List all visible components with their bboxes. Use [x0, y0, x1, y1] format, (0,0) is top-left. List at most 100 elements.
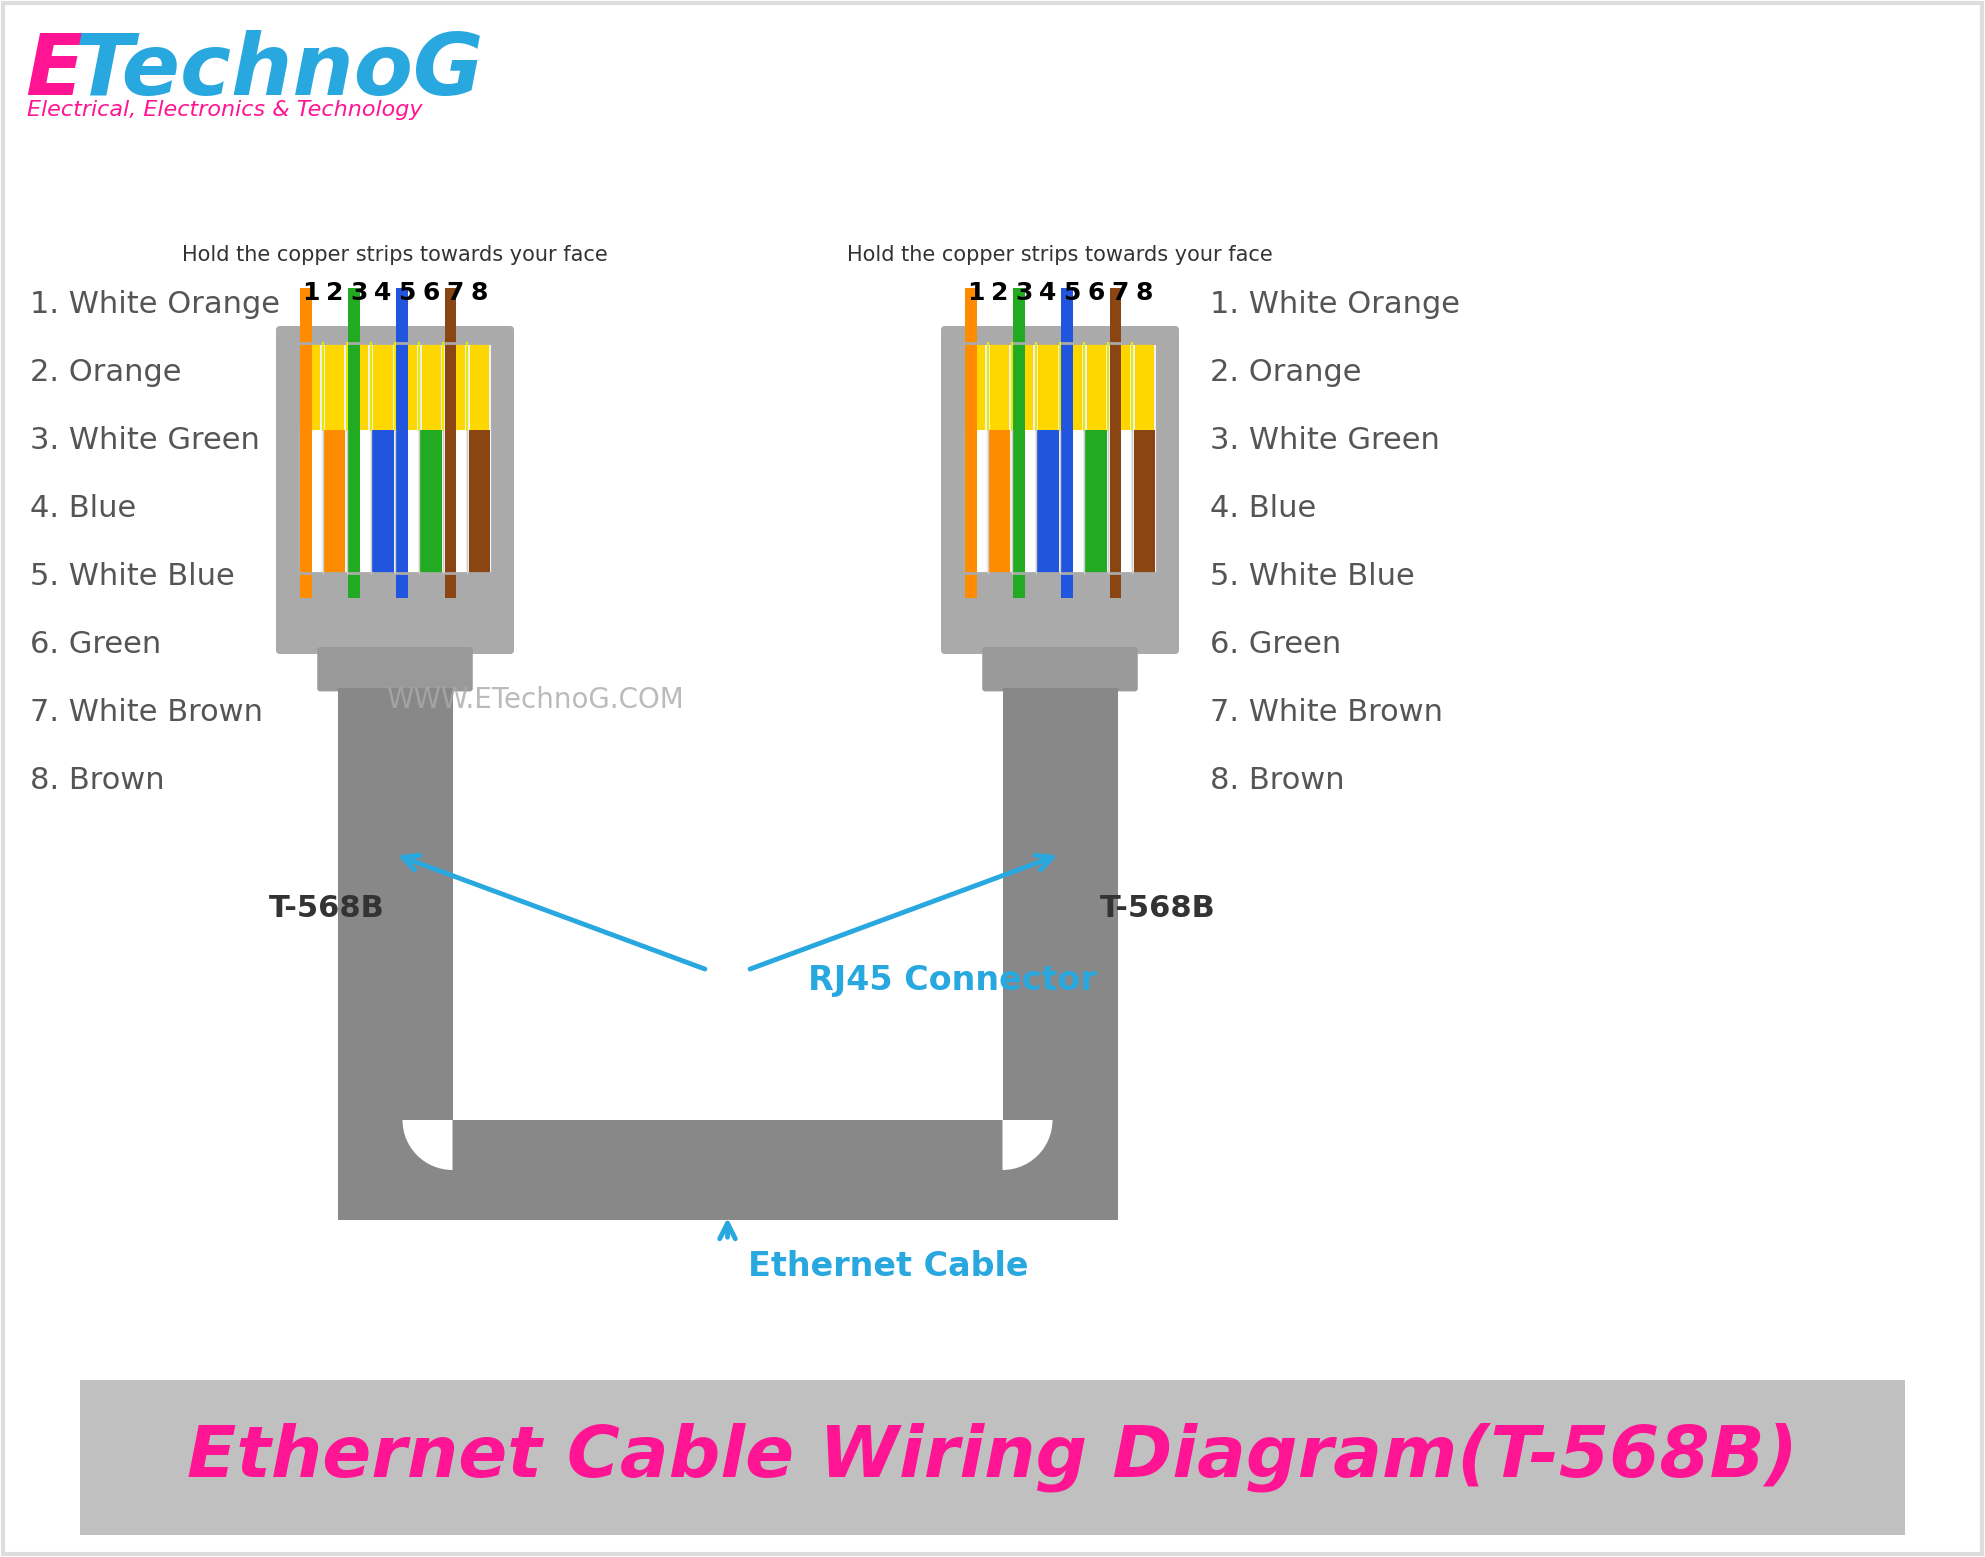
- Polygon shape: [965, 575, 977, 587]
- Polygon shape: [300, 526, 312, 539]
- Polygon shape: [1062, 335, 1074, 347]
- Text: 2. Orange: 2. Orange: [30, 358, 181, 388]
- Bar: [300, 430, 322, 573]
- Bar: [337, 688, 453, 864]
- Polygon shape: [397, 587, 409, 598]
- Polygon shape: [965, 419, 977, 431]
- Text: 4: 4: [375, 280, 391, 305]
- Polygon shape: [965, 526, 977, 539]
- Bar: [337, 864, 453, 1119]
- Polygon shape: [397, 478, 409, 490]
- Polygon shape: [1012, 383, 1024, 395]
- Polygon shape: [347, 347, 359, 360]
- Polygon shape: [445, 419, 457, 431]
- Polygon shape: [1012, 515, 1024, 526]
- Bar: [1002, 688, 1118, 864]
- Polygon shape: [347, 335, 359, 347]
- Polygon shape: [397, 455, 409, 467]
- Polygon shape: [1062, 324, 1074, 335]
- Polygon shape: [347, 551, 359, 562]
- Text: Hold the copper strips towards your face: Hold the copper strips towards your face: [848, 244, 1272, 265]
- Bar: [371, 430, 393, 573]
- Polygon shape: [347, 324, 359, 335]
- Polygon shape: [1062, 288, 1074, 299]
- Bar: [302, 343, 320, 430]
- Polygon shape: [1062, 395, 1074, 406]
- Polygon shape: [300, 324, 312, 335]
- Polygon shape: [397, 335, 409, 347]
- Polygon shape: [965, 371, 977, 383]
- Polygon shape: [397, 360, 409, 371]
- Polygon shape: [1012, 431, 1024, 442]
- Bar: [421, 430, 443, 573]
- Polygon shape: [1062, 503, 1074, 515]
- Polygon shape: [347, 419, 359, 431]
- Polygon shape: [1062, 587, 1074, 598]
- Polygon shape: [347, 383, 359, 395]
- Polygon shape: [347, 562, 359, 575]
- Bar: [1086, 430, 1108, 573]
- Polygon shape: [445, 311, 457, 324]
- Wedge shape: [1002, 1119, 1052, 1169]
- Polygon shape: [965, 288, 977, 299]
- Polygon shape: [445, 395, 457, 406]
- Polygon shape: [965, 467, 977, 478]
- Polygon shape: [300, 587, 312, 598]
- Polygon shape: [1062, 515, 1074, 526]
- Polygon shape: [347, 478, 359, 490]
- Polygon shape: [1110, 335, 1122, 347]
- Polygon shape: [1062, 575, 1074, 587]
- Polygon shape: [300, 299, 312, 311]
- Polygon shape: [347, 371, 359, 383]
- Bar: [1062, 343, 1082, 430]
- Polygon shape: [1012, 455, 1024, 467]
- Polygon shape: [300, 455, 312, 467]
- Polygon shape: [397, 539, 409, 551]
- Polygon shape: [965, 335, 977, 347]
- Text: 8: 8: [470, 280, 488, 305]
- Text: 5: 5: [1064, 280, 1080, 305]
- Polygon shape: [445, 455, 457, 467]
- Polygon shape: [1012, 371, 1024, 383]
- Polygon shape: [300, 490, 312, 503]
- Text: 7: 7: [447, 280, 464, 305]
- Polygon shape: [1012, 395, 1024, 406]
- Polygon shape: [347, 503, 359, 515]
- Polygon shape: [300, 371, 312, 383]
- Polygon shape: [300, 551, 312, 562]
- Polygon shape: [965, 347, 977, 360]
- Polygon shape: [1062, 539, 1074, 551]
- Text: 7: 7: [1112, 280, 1129, 305]
- Polygon shape: [1110, 431, 1122, 442]
- Polygon shape: [1062, 360, 1074, 371]
- Polygon shape: [965, 490, 977, 503]
- Polygon shape: [1110, 395, 1122, 406]
- Polygon shape: [1062, 347, 1074, 360]
- Polygon shape: [397, 288, 409, 299]
- Text: 8: 8: [1135, 280, 1153, 305]
- Polygon shape: [300, 335, 312, 347]
- Polygon shape: [300, 419, 312, 431]
- Text: WWW.ETechnoG.COM: WWW.ETechnoG.COM: [387, 687, 685, 715]
- Polygon shape: [1110, 551, 1122, 562]
- Polygon shape: [1012, 551, 1024, 562]
- Text: 4. Blue: 4. Blue: [30, 494, 137, 523]
- Polygon shape: [1062, 478, 1074, 490]
- Polygon shape: [397, 575, 409, 587]
- Bar: [1110, 430, 1131, 573]
- Polygon shape: [965, 311, 977, 324]
- Polygon shape: [397, 526, 409, 539]
- Polygon shape: [347, 455, 359, 467]
- Text: RJ45 Connector: RJ45 Connector: [808, 964, 1096, 996]
- Bar: [1133, 430, 1155, 573]
- Polygon shape: [1012, 478, 1024, 490]
- Polygon shape: [1110, 324, 1122, 335]
- Polygon shape: [347, 490, 359, 503]
- Polygon shape: [347, 395, 359, 406]
- FancyBboxPatch shape: [941, 325, 1179, 654]
- Text: 3. White Green: 3. White Green: [1211, 427, 1439, 455]
- Bar: [967, 343, 985, 430]
- Polygon shape: [1062, 299, 1074, 311]
- Text: 6. Green: 6. Green: [1211, 631, 1342, 659]
- Polygon shape: [445, 467, 457, 478]
